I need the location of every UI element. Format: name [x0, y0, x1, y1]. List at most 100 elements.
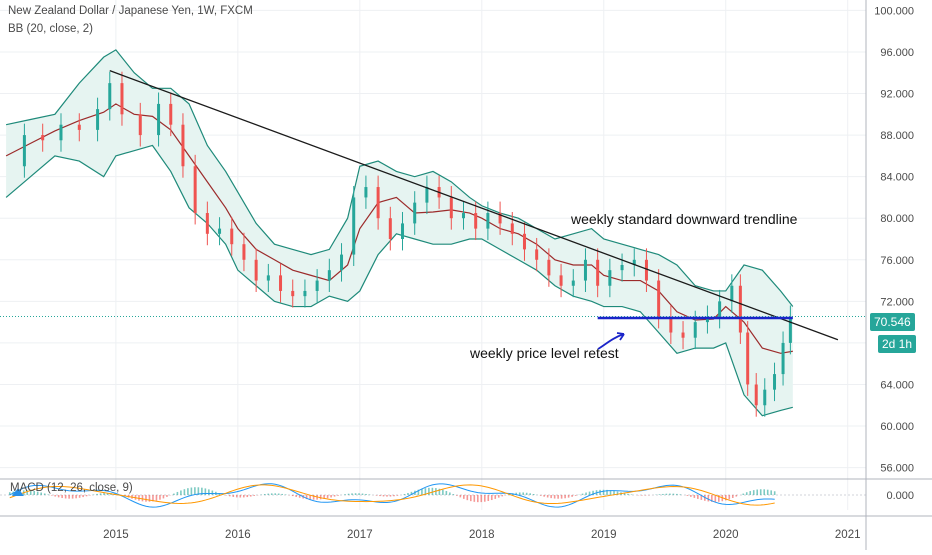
macd-histogram-bar — [54, 495, 56, 497]
macd-histogram-bar — [582, 494, 584, 495]
level-annotation: weekly price level retest — [469, 345, 619, 361]
candle-body — [389, 218, 392, 239]
macd-histogram-bar — [397, 495, 399, 496]
time-tick-label: 2020 — [713, 529, 739, 541]
candle-body — [682, 333, 685, 338]
macd-histogram-bar — [543, 495, 545, 497]
candle-body — [572, 281, 575, 286]
candle-body — [657, 281, 660, 317]
macd-histogram-bar — [575, 495, 577, 496]
macd-histogram-bar — [474, 495, 476, 502]
candle-body — [120, 83, 123, 114]
macd-histogram-bar — [86, 495, 88, 496]
price-tick-label: 56.000 — [880, 463, 914, 475]
macd-histogram-bar — [603, 490, 605, 495]
candle-body — [96, 109, 99, 130]
candle-body — [279, 275, 282, 291]
candle-body — [41, 135, 44, 140]
macd-histogram-bar — [554, 495, 556, 499]
macd-histogram-bar — [295, 495, 297, 497]
time-tick-label: 2021 — [835, 529, 861, 541]
macd-histogram-bar — [184, 489, 186, 495]
candle-body — [608, 270, 611, 286]
macd-histogram-bar — [480, 495, 482, 502]
candle-body — [789, 317, 792, 343]
macd-histogram-bar — [522, 492, 524, 495]
candle-body — [157, 104, 160, 135]
macd-histogram-bar — [491, 495, 493, 500]
macd-histogram-bar — [156, 495, 158, 501]
macd-histogram-bar — [243, 495, 245, 497]
macd-histogram-bar — [456, 495, 458, 496]
price-tick-label: 96.000 — [880, 47, 914, 59]
macd-histogram-bar — [351, 493, 353, 495]
macd-histogram-bar — [662, 494, 664, 495]
candle-body — [486, 213, 489, 229]
macd-histogram-bar — [498, 495, 500, 498]
candle-body — [242, 244, 245, 260]
candle-body — [694, 322, 697, 338]
macd-histogram-bar — [526, 493, 528, 495]
macd-histogram-bar — [383, 495, 385, 496]
candle-body — [535, 249, 538, 259]
candle-body — [316, 281, 319, 291]
macd-histogram-bar — [550, 495, 552, 498]
macd-histogram-bar — [463, 495, 465, 499]
macd-histogram-bar — [82, 495, 84, 497]
candle-body — [206, 213, 209, 234]
macd-histogram-bar — [79, 495, 81, 498]
candle-body — [255, 260, 258, 281]
candle-body — [181, 125, 184, 167]
candle-body — [718, 301, 721, 317]
macd-histogram-bar — [749, 491, 751, 495]
macd-tick-label: 0.000 — [886, 490, 914, 502]
macd-histogram-bar — [487, 495, 489, 501]
bollinger-bands — [6, 50, 793, 416]
macd-histogram-bar — [348, 494, 350, 495]
price-tick-label: 64.000 — [880, 379, 914, 391]
macd-histogram-bar — [631, 494, 633, 495]
candle-body — [303, 291, 306, 296]
macd-histogram-bar — [756, 490, 758, 495]
band-fill — [6, 50, 793, 416]
macd-histogram-bar — [659, 494, 661, 495]
candle-body — [584, 260, 587, 281]
trendline-annotation: weekly standard downward trendline — [570, 211, 798, 227]
macd-histogram-bar — [494, 495, 496, 499]
candle-body — [730, 286, 733, 302]
candle-body — [413, 203, 416, 224]
price-tick-label: 76.000 — [880, 255, 914, 267]
price-tick-label: 84.000 — [880, 172, 914, 184]
macd-histogram-bar — [732, 495, 734, 498]
macd-histogram-bar — [229, 495, 231, 496]
macd-histogram-bar — [96, 494, 98, 495]
macd-histogram-bar — [547, 495, 549, 497]
macd-histogram-bar — [379, 495, 381, 496]
macd-histogram-bar — [697, 495, 699, 499]
time-tick-label: 2018 — [469, 529, 495, 541]
price-tick-label: 92.000 — [880, 89, 914, 101]
macd-histogram-bar — [627, 494, 629, 495]
macd-histogram-bar — [239, 495, 241, 498]
candle-body — [169, 104, 172, 125]
macd-histogram-bar — [760, 489, 762, 495]
indicator-label: BB (20, close, 2) — [8, 23, 93, 35]
macd-histogram-bar — [365, 494, 367, 495]
macd-histogram-bar — [449, 492, 451, 495]
macd-histogram-bar — [390, 495, 392, 497]
macd-histogram-bar — [177, 492, 179, 495]
last-price-tag: 70.546 — [870, 313, 915, 331]
macd-histogram-bar — [51, 495, 53, 496]
macd-histogram-bar — [163, 495, 165, 498]
candle-body — [78, 125, 81, 130]
macd-histogram-bar — [191, 488, 193, 495]
macd-histogram-bar — [145, 495, 147, 502]
candle-body — [218, 229, 221, 234]
candle-body — [59, 125, 62, 141]
candle-body — [746, 333, 749, 385]
macd-histogram-bar — [75, 495, 77, 498]
macd-histogram-bar — [571, 495, 573, 497]
candle-body — [352, 197, 355, 254]
